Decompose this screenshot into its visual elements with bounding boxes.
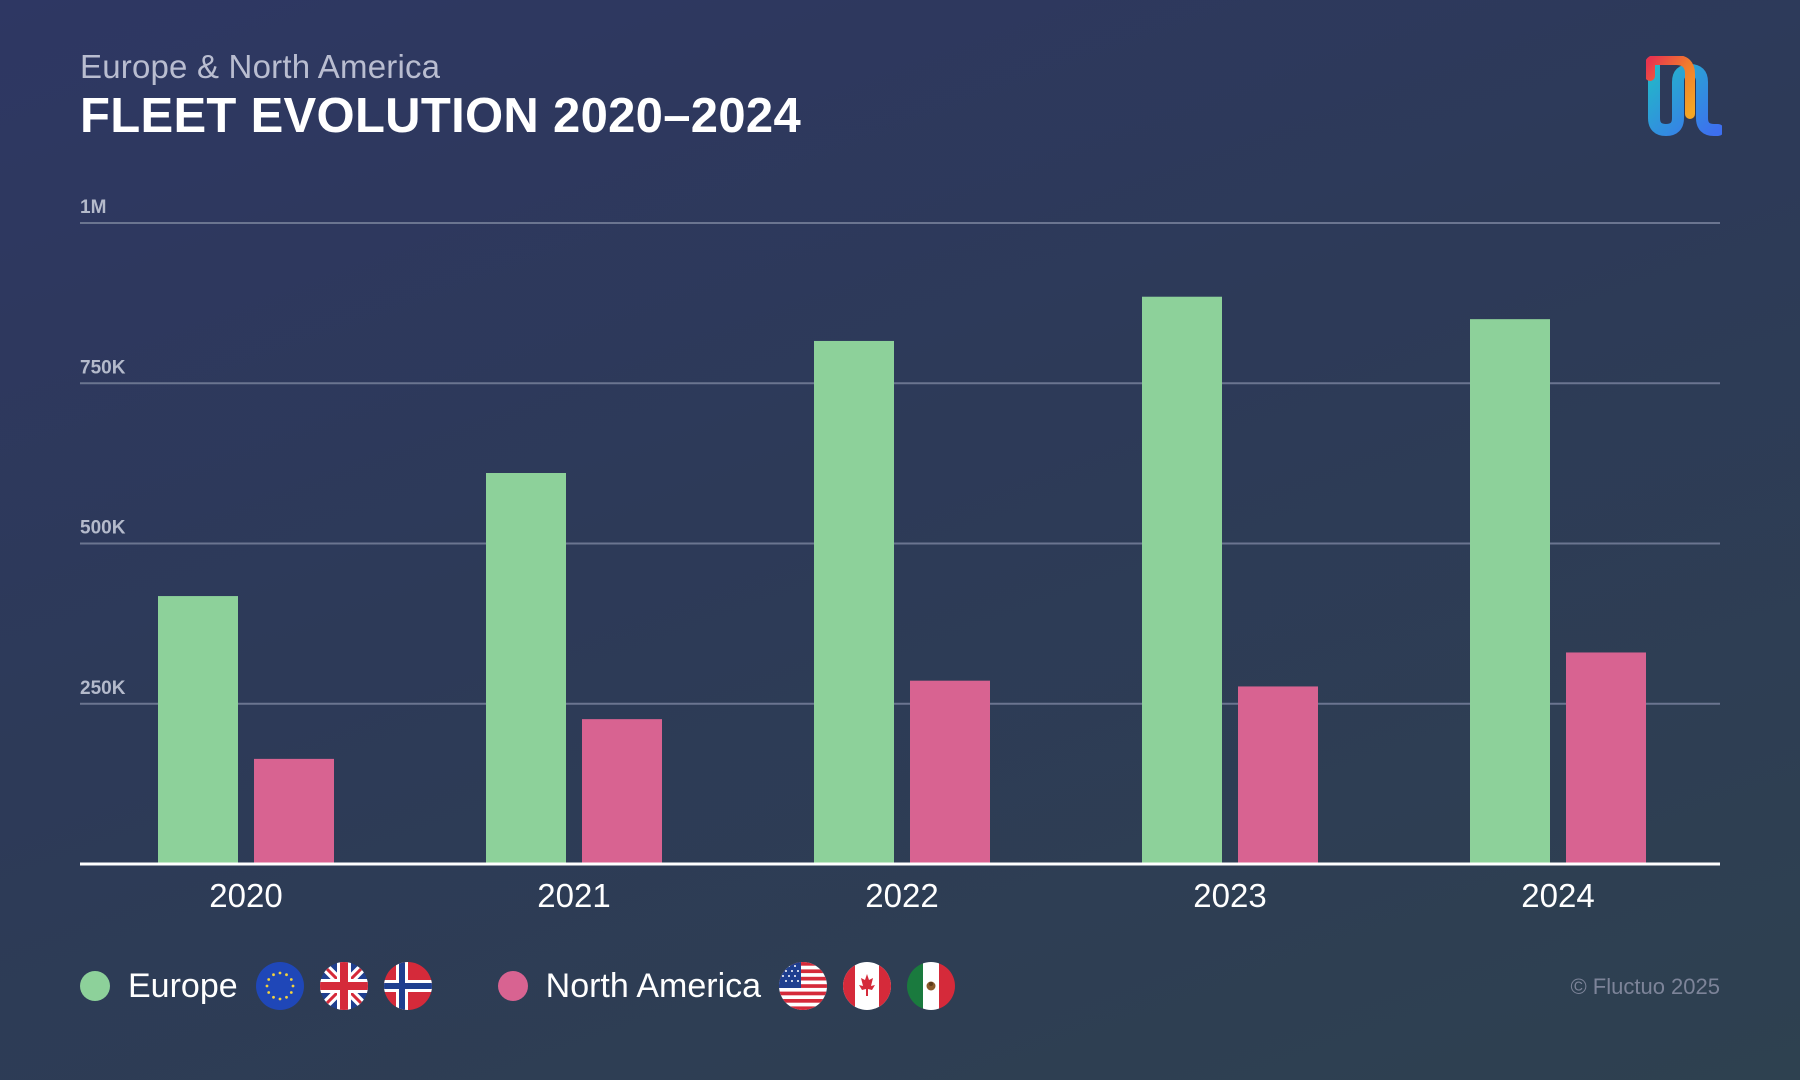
canada-flag-icon bbox=[843, 962, 892, 1010]
x-tick-label: 2024 bbox=[1521, 877, 1594, 914]
x-tick-label: 2022 bbox=[865, 877, 938, 914]
legend-dot-europe bbox=[80, 971, 110, 1001]
fluctuo-logo bbox=[1646, 56, 1722, 136]
legend-item-europe: Europe bbox=[80, 962, 448, 1010]
bar-europe bbox=[486, 472, 566, 864]
y-tick-label: 500K bbox=[80, 518, 126, 539]
bar-north-america bbox=[910, 680, 990, 864]
legend-dot-north-america bbox=[497, 971, 528, 1001]
bar-europe bbox=[1142, 296, 1222, 865]
y-tick-label: 250K bbox=[80, 678, 126, 699]
legend-item-north-america: North America bbox=[497, 962, 971, 1010]
bar-north-america bbox=[582, 719, 662, 864]
x-tick-label: 2023 bbox=[1193, 877, 1266, 914]
x-tick-label: 2021 bbox=[537, 877, 610, 914]
y-tick-label: 1M bbox=[80, 197, 106, 218]
uk-flag-icon bbox=[319, 962, 368, 1010]
x-tick-label: 2020 bbox=[209, 877, 282, 914]
usa-flag-icon bbox=[779, 962, 828, 1010]
legend-label-europe: Europe bbox=[128, 966, 238, 1005]
mexico-flag-icon bbox=[907, 962, 956, 1010]
bar-north-america bbox=[1238, 686, 1318, 864]
bar-north-america bbox=[254, 758, 334, 864]
bar-europe bbox=[814, 340, 894, 865]
bar-north-america bbox=[1566, 652, 1646, 864]
copyright: © Fluctuo 2025 bbox=[1570, 974, 1720, 999]
legend-label-north-america: North America bbox=[545, 966, 762, 1005]
chart-title: FLEET EVOLUTION 2020–2024 bbox=[80, 89, 801, 143]
legend: Europe bbox=[80, 958, 971, 1014]
y-tick-label: 750K bbox=[80, 357, 126, 378]
norway-flag-icon bbox=[383, 962, 432, 1010]
bar-europe bbox=[158, 596, 238, 864]
chart-subtitle: Europe & North America bbox=[80, 48, 441, 85]
eu-flag-icon bbox=[255, 962, 304, 1010]
bar-europe bbox=[1470, 319, 1550, 864]
